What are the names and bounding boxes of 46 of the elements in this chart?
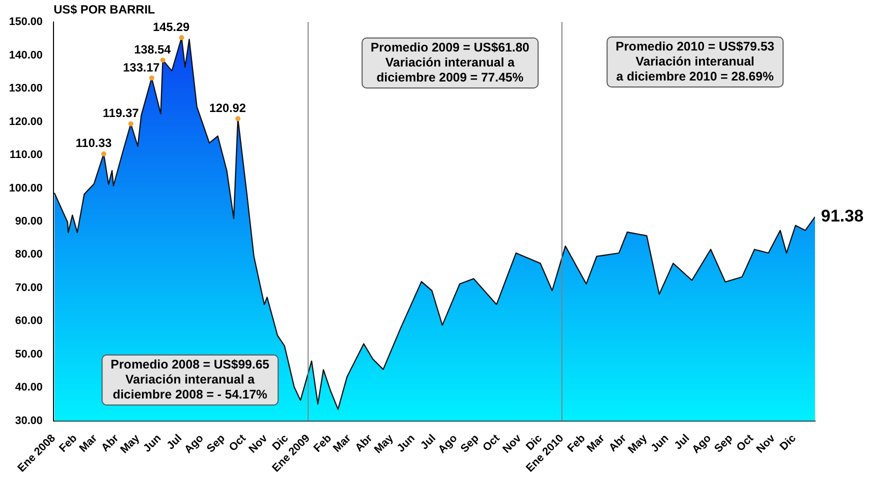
annotation: Promedio 2010 = US$79.53 Variación interanual a diciembre 2010 = 28.69% — [606, 36, 784, 88]
x-tick-label: Oct — [734, 432, 756, 454]
x-tick-label: Mar — [77, 432, 100, 455]
y-tick-label: 100.00 — [8, 182, 43, 194]
x-tick-label: Oct — [480, 432, 502, 454]
x-tick-label: Jun — [648, 432, 672, 455]
x-tick-label: Sep — [204, 432, 228, 456]
x-tick-label: Oct — [226, 432, 249, 454]
annotation: Promedio 2008 = US$99.65 Variación interanual a diciembre 2008 = - 54.17% — [102, 354, 278, 406]
x-tick-label: Ago — [182, 432, 206, 456]
x-tick-label: Feb — [57, 432, 80, 455]
x-tick-label: Jun — [141, 432, 164, 455]
y-tick-label: 110.00 — [10, 149, 43, 162]
y-tick-label: 60.00 — [15, 315, 43, 328]
y-tick-label: 30.00 — [15, 414, 43, 427]
x-tick-label: Nov — [500, 432, 524, 456]
x-tick-label: Mar — [331, 432, 354, 455]
data-label: 138.54 — [134, 42, 172, 56]
y-tick-label: 120.00 — [8, 116, 43, 128]
x-tick-label: Nov — [754, 432, 778, 456]
x-tick-label: Ago — [690, 432, 714, 456]
x-tick-label: Jul — [418, 432, 438, 452]
x-tick-label: Jul — [164, 432, 184, 452]
y-tick-label: 130.00 — [8, 82, 43, 95]
x-tick-label: Jul — [672, 432, 692, 452]
x-tick-label: Sep — [458, 432, 482, 456]
x-tick-label: Sep — [712, 432, 736, 456]
x-tick-label: Jun — [395, 432, 418, 455]
data-label: 110.33 — [76, 136, 112, 150]
y-tick-label: 90.00 — [15, 216, 43, 228]
x-tick-label: Ago — [436, 432, 460, 456]
y-tick-label: 40.00 — [15, 382, 43, 394]
data-label: 145.29 — [152, 20, 190, 34]
y-axis-title: US$ POR BARRIL — [54, 2, 155, 16]
y-tick-label: 80.00 — [15, 248, 43, 261]
y-tick-label: 70.00 — [15, 282, 43, 294]
data-label: 91.38 — [821, 206, 864, 226]
y-tick-label: 50.00 — [15, 348, 43, 360]
annotation: Promedio 2009 = US$61.80 Variación interanual a diciembre 2009 = 77.45% — [362, 38, 538, 88]
y-tick-label: 150.00 — [8, 16, 43, 28]
data-label: 133.17 — [122, 60, 160, 74]
x-tick-label: Nov — [246, 432, 271, 456]
y-tick-label: 140.00 — [8, 49, 43, 62]
data-label: 120.92 — [209, 100, 246, 115]
x-tick-label: Dic — [778, 432, 798, 453]
data-label: 119.37 — [102, 106, 140, 120]
